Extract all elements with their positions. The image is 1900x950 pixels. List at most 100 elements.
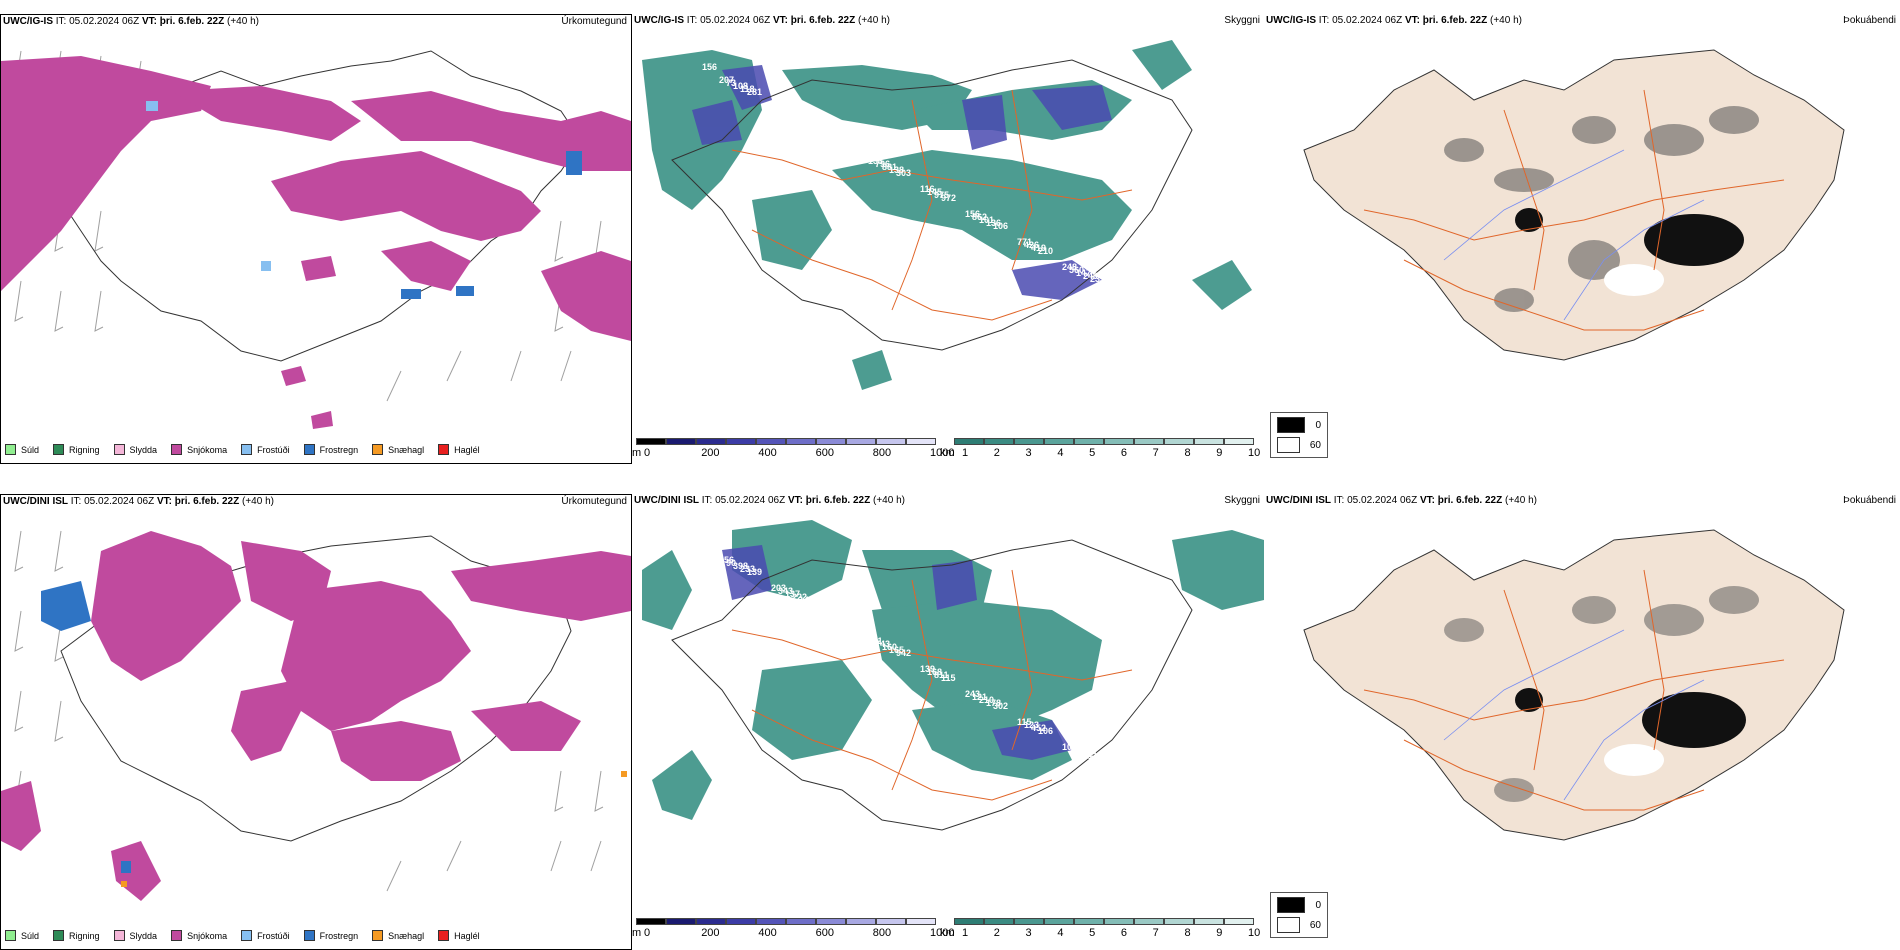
visibility-value-label: 165: [771, 103, 786, 113]
visibility-value-label: 210: [979, 695, 994, 705]
visibility-value-label: 145: [927, 187, 942, 197]
freezing-rain-areas: [401, 151, 582, 299]
vt-value: þri. 6.feb. 22Z: [1437, 495, 1503, 506]
snow-areas: [1, 56, 631, 429]
visibility-value-label: 90: [726, 558, 736, 568]
visibility-value-label: 324: [1121, 293, 1136, 303]
visibility-value-label: 211: [792, 112, 807, 122]
visibility-value-label: 222: [792, 592, 807, 602]
legend-item: Frostúði: [241, 444, 290, 455]
scale-tick-label: 10: [1248, 447, 1261, 459]
fog-legend: 0 60: [1270, 412, 1328, 458]
it-value: 05.02.2024 06Z: [84, 496, 155, 507]
visibility-value-label: 115: [1017, 717, 1032, 727]
legend-item: Snjókoma: [171, 444, 227, 455]
it-label: IT:: [55, 16, 67, 27]
visibility-value-label: 165: [889, 645, 904, 655]
visibility-value-label: 398: [733, 561, 748, 571]
scale-tick-label: 0: [644, 447, 651, 459]
param-name: Þokuábendi: [1843, 495, 1896, 506]
visibility-value-label: 106: [1038, 726, 1053, 736]
visibility-value-label: 73: [726, 78, 736, 88]
lead-time: (+40 h): [1490, 15, 1522, 26]
param-name: Úrkomutegund: [561, 496, 627, 507]
precip-panel-top: UWC/IG-IS IT: 05.02.2024 06Z VT: þri. 6.…: [0, 14, 632, 464]
visibility-value-label: 108: [1062, 742, 1077, 752]
it-value: 05.02.2024 06Z: [1347, 495, 1418, 506]
visibility-scale-m: m 0 200 400 600 800 1000: [632, 438, 954, 464]
scale-segment: [1164, 438, 1194, 445]
scale-tick-label: 7: [1152, 447, 1159, 459]
visibility-value-label: 211: [868, 636, 883, 646]
model-name: UWC/DINI ISL: [1266, 495, 1331, 506]
scale-segment: [1014, 438, 1044, 445]
scale-segment: [636, 438, 666, 445]
param-name: Skyggni: [1224, 15, 1260, 26]
visibility-value-label: 419: [1031, 243, 1046, 253]
scale-segment: [816, 438, 846, 445]
visibility-value-label: 147: [799, 595, 814, 605]
scale-segment: [906, 918, 936, 925]
model-name: UWC/DINI ISL: [634, 495, 699, 506]
visibility-value-label: 743: [875, 639, 890, 649]
visibility-value-label: 811: [934, 670, 949, 680]
scale-segment: [786, 438, 816, 445]
model-name: UWC/IG-IS: [1266, 15, 1316, 26]
scale-segment: [984, 438, 1014, 445]
visibility-value-label: 125: [702, 542, 717, 552]
scale-tick-label: 5: [1089, 447, 1096, 459]
scale-tick-label: 4: [1057, 447, 1064, 459]
scale-segment: [1224, 918, 1254, 925]
scale-segment: [1104, 438, 1134, 445]
visibility-value-label: 474: [778, 106, 793, 116]
vt-label: VT:: [141, 16, 157, 27]
visibility-value-label: 133: [868, 156, 883, 166]
visibility-value-label: 138: [889, 165, 904, 175]
visibility-value-label: 975: [934, 190, 949, 200]
visibility-panel-top: UWC/IG-IS IT: 05.02.2024 06Z VT: þri. 6.…: [632, 14, 1264, 464]
visibility-value-label: 942: [896, 648, 911, 658]
scale-tick-label: 800: [872, 927, 892, 939]
lead-time: (+40 h): [1505, 495, 1537, 506]
scale-segment: [1194, 438, 1224, 445]
vt-value: þri. 6.feb. 22Z: [790, 15, 856, 26]
visibility-value-label: 248: [1062, 262, 1077, 272]
fog-legend-item: 0: [1277, 897, 1321, 913]
visibility-value-label: 178: [986, 698, 1001, 708]
scale-tick-label: 2: [993, 927, 1000, 939]
scale-segment: [1224, 438, 1254, 445]
scale-segment: [696, 438, 726, 445]
scale-segment: [1074, 438, 1104, 445]
scale-segment: [954, 918, 984, 925]
visibility-value-label: 452: [1031, 723, 1046, 733]
model-name: UWC/IG-IS: [634, 15, 684, 26]
visibility-value-label: 914: [837, 137, 852, 147]
scale-tick-label: 200: [701, 447, 720, 459]
visibility-value-label: 199: [1069, 745, 1084, 755]
panel-header: UWC/DINI ISL IT: 05.02.2024 06Z VT: þri.…: [634, 494, 1262, 510]
visibility-value-label: 160: [882, 642, 897, 652]
visibility-value-label: 72: [799, 115, 809, 125]
visibility-value-label: 343: [778, 586, 793, 596]
visibility-value-label: 788: [1128, 296, 1143, 306]
lead-time: (+40 h): [242, 496, 274, 507]
vt-label: VT:: [1419, 495, 1435, 506]
it-value: 05.02.2024 06Z: [1332, 15, 1403, 26]
visibility-value-label: 145: [823, 611, 838, 621]
scale-tick-label: 200: [701, 927, 720, 939]
visibility-value-label: 796: [875, 159, 890, 169]
scale-segment: [1134, 918, 1164, 925]
fog-legend: 0 60: [1270, 892, 1328, 938]
vt-label: VT:: [787, 495, 803, 506]
scale-segment: [636, 918, 666, 925]
visibility-value-label: 972: [941, 193, 956, 203]
legend-item: Frostregn: [303, 930, 358, 941]
scale-tick-label: 600: [815, 927, 834, 939]
panel-header: UWC/IG-IS IT: 05.02.2024 06Z VT: þri. 6.…: [634, 14, 1262, 30]
visibility-value-label: 249: [1083, 271, 1098, 281]
visibility-panel-bottom: UWC/DINI ISL IT: 05.02.2024 06Z VT: þri.…: [632, 494, 1264, 950]
fog-panel-bottom: UWC/DINI ISL IT: 05.02.2024 06Z VT: þri.…: [1264, 494, 1900, 950]
visibility-value-label: 121: [972, 692, 987, 702]
precip-legend: Súld Rigning Slydda Snjókoma Frostúði Fr…: [5, 930, 480, 941]
visibility-value-label: 139: [747, 567, 762, 577]
